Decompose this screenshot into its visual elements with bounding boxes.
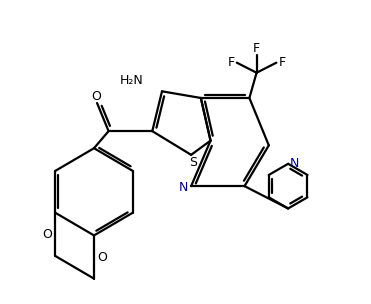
Text: F: F xyxy=(227,56,234,69)
Text: O: O xyxy=(97,250,107,264)
Text: F: F xyxy=(253,43,260,55)
Text: F: F xyxy=(279,56,286,69)
Text: N: N xyxy=(290,157,299,170)
Text: H₂N: H₂N xyxy=(120,74,144,87)
Text: O: O xyxy=(91,90,101,103)
Text: N: N xyxy=(178,181,188,195)
Text: O: O xyxy=(42,228,52,241)
Text: S: S xyxy=(189,156,197,169)
